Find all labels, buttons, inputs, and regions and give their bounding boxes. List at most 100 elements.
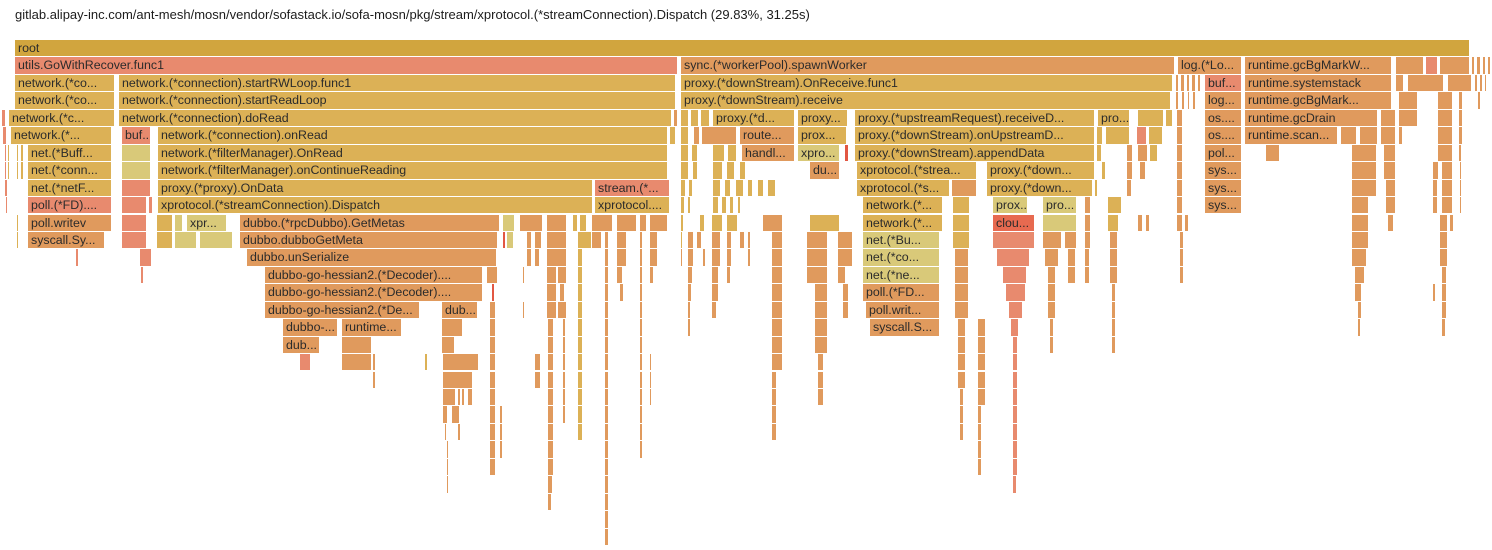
frame-cell[interactable]	[1048, 284, 1055, 301]
frame-cell[interactable]	[978, 389, 985, 406]
frame-cell[interactable]	[1177, 162, 1182, 179]
frame-proxy-d[interactable]: proxy.(*d...	[713, 109, 794, 127]
frame-cell[interactable]	[1127, 144, 1132, 162]
frame-cell[interactable]	[1386, 197, 1395, 214]
frame-cell[interactable]	[815, 336, 827, 354]
frame-cell[interactable]	[1050, 319, 1053, 336]
frame-cell[interactable]	[558, 301, 566, 319]
frame-cell[interactable]	[722, 197, 726, 214]
frame-poll-writev[interactable]: poll.writev	[28, 214, 111, 231]
frame-cell[interactable]	[815, 301, 827, 319]
frame-cell[interactable]	[452, 406, 459, 423]
frame-cell[interactable]	[592, 231, 601, 249]
frame-cell[interactable]	[772, 336, 782, 354]
frame-cell[interactable]	[1013, 476, 1016, 493]
frame-cell[interactable]	[1187, 74, 1189, 92]
frame-utils-gowithrecover-func1[interactable]: utils.GoWithRecover.func1	[15, 57, 677, 74]
frame-cell[interactable]	[688, 249, 693, 266]
frame-cell[interactable]	[640, 284, 642, 301]
frame-cell[interactable]	[605, 266, 608, 284]
frame-network-connection-onread[interactable]: network.(*connection).onRead	[158, 127, 667, 144]
frame-syscall-sy[interactable]: syscall.Sy...	[28, 231, 104, 249]
frame-cell[interactable]	[5, 162, 6, 179]
frame-cell[interactable]	[1177, 197, 1182, 214]
frame-net-buff[interactable]: net.(*Buff...	[28, 144, 111, 162]
frame-xprotocol[interactable]: xprotocol....	[595, 197, 669, 214]
frame-cell[interactable]	[443, 389, 455, 406]
frame-cell[interactable]	[953, 231, 969, 249]
frame-cell[interactable]	[563, 406, 565, 423]
frame-cell[interactable]	[605, 493, 608, 511]
frame-cell[interactable]	[1011, 319, 1018, 336]
frame-cell[interactable]	[443, 371, 472, 388]
frame-cell[interactable]	[503, 214, 514, 231]
frame-cell[interactable]	[1442, 197, 1452, 214]
frame-cell[interactable]	[535, 231, 541, 249]
frame-cell[interactable]	[1166, 109, 1172, 127]
frame-cell[interactable]	[578, 319, 582, 336]
frame-cell[interactable]	[490, 423, 495, 441]
frame-cell[interactable]	[640, 301, 642, 319]
frame-cell[interactable]	[578, 423, 582, 441]
frame-proxy-downstream-onupstreamd[interactable]: proxy.(*downStream).onUpstreamD...	[855, 127, 1094, 144]
frame-cell[interactable]	[548, 476, 552, 493]
frame-cell[interactable]	[807, 231, 827, 249]
frame-cell[interactable]	[1193, 92, 1195, 109]
frame-cell[interactable]	[712, 266, 718, 284]
frame-cell[interactable]	[1097, 144, 1101, 162]
frame-cell[interactable]	[547, 301, 556, 319]
frame-cell[interactable]	[815, 319, 827, 336]
frame-cell[interactable]	[694, 127, 699, 144]
frame-cell[interactable]	[978, 354, 985, 371]
frame-net-conn[interactable]: net.(*conn...	[28, 162, 111, 179]
frame-network-connection-startreadloop[interactable]: network.(*connection).startReadLoop	[119, 92, 675, 109]
frame-cell[interactable]	[650, 389, 651, 406]
frame-cell[interactable]	[492, 284, 494, 301]
frame-cell[interactable]	[605, 371, 608, 388]
frame-clou[interactable]: clou...	[993, 214, 1034, 231]
frame-cell[interactable]	[447, 441, 448, 458]
frame-cell[interactable]	[818, 371, 823, 388]
frame-cell[interactable]	[640, 249, 642, 266]
frame-cell[interactable]	[1433, 162, 1438, 179]
frame-cell[interactable]	[727, 162, 734, 179]
frame-cell[interactable]	[1112, 284, 1115, 301]
frame-cell[interactable]	[1068, 266, 1075, 284]
frame-proxy-downstream-receive[interactable]: proxy.(*downStream).receive	[681, 92, 1170, 109]
frame-cell[interactable]	[845, 144, 848, 162]
frame-cell[interactable]	[1488, 57, 1490, 74]
frame-pro[interactable]: pro...	[1043, 197, 1076, 214]
frame-cell[interactable]	[1095, 179, 1097, 196]
frame-cell[interactable]	[650, 214, 667, 231]
frame-dubbo[interactable]: dubbo-...	[283, 319, 337, 336]
frame-cell[interactable]	[688, 197, 690, 214]
frame-cell[interactable]	[605, 336, 608, 354]
frame-cell[interactable]	[1438, 109, 1452, 127]
frame-network-co[interactable]: network.(*co...	[15, 92, 114, 109]
frame-cell[interactable]	[650, 231, 657, 249]
frame-cell[interactable]	[507, 231, 513, 249]
frame-cell[interactable]	[768, 179, 775, 196]
frame-cell[interactable]	[1110, 249, 1117, 266]
frame-cell[interactable]	[563, 354, 565, 371]
frame-cell[interactable]	[748, 231, 750, 249]
frame-cell[interactable]	[1442, 162, 1452, 179]
frame-poll-fd[interactable]: poll.(*FD)....	[28, 197, 111, 214]
frame-cell[interactable]	[1177, 127, 1182, 144]
frame-cell[interactable]	[689, 179, 692, 196]
frame-cell[interactable]	[712, 284, 718, 301]
frame-cell[interactable]	[748, 179, 752, 196]
frame-cell[interactable]	[605, 319, 608, 336]
frame-cell[interactable]	[1085, 214, 1090, 231]
frame-cell[interactable]	[1013, 441, 1017, 458]
frame-cell[interactable]	[1442, 301, 1446, 319]
frame-cell[interactable]	[605, 528, 608, 545]
frame-cell[interactable]	[605, 231, 608, 249]
frame-cell[interactable]	[520, 214, 542, 231]
frame-cell[interactable]	[958, 319, 965, 336]
frame-cell[interactable]	[1013, 406, 1017, 423]
frame-cell[interactable]	[342, 336, 371, 354]
frame-cell[interactable]	[17, 231, 18, 249]
frame-cell[interactable]	[712, 301, 716, 319]
frame-cell[interactable]	[1352, 179, 1376, 196]
